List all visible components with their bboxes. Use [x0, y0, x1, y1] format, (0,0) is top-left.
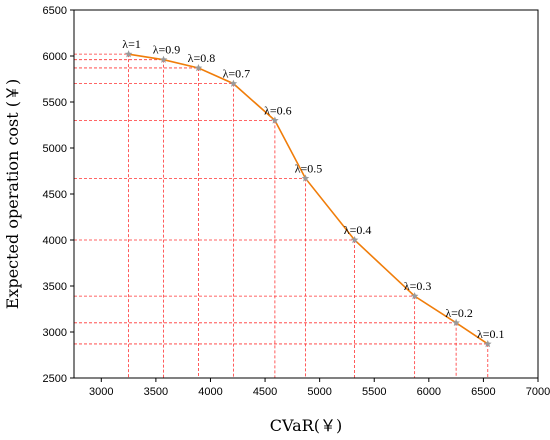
y-tick-label: 4500: [43, 189, 67, 201]
x-tick-label: 6500: [471, 386, 495, 398]
y-axis: 2500 3000 3500 4000 4500 5000 5500 6000 6500: [43, 5, 74, 385]
data-point-marker: [452, 318, 460, 327]
data-point-marker: [301, 174, 310, 182]
data-point-marker: [271, 116, 279, 124]
y-tick-label: 3000: [43, 327, 67, 339]
x-axis: 3000 3500 4000 4500 5000 5500 6000 6500 7000: [89, 378, 550, 398]
y-axis-title: Expected operation cost (￥): [3, 79, 22, 310]
series-line: [128, 53, 489, 345]
y-tick-label: 2500: [43, 373, 67, 385]
y-tick-label: 6000: [43, 51, 67, 63]
data-point-marker: [483, 339, 492, 348]
point-label: λ=0.4: [344, 223, 372, 237]
point-label: λ=0.7: [223, 67, 251, 81]
data-point-marker: [229, 79, 238, 87]
point-label: λ=0.3: [404, 279, 432, 293]
point-label: λ=0.1: [477, 327, 505, 341]
y-tick-label: 6500: [43, 5, 67, 17]
series-layer: λ=1 λ=0.9 λ=0.8 λ=0.7 λ=0.6 λ=0.5 λ=0.4 λ=0.3 λ=…: [122, 37, 505, 348]
x-tick-label: 6000: [417, 386, 441, 398]
y-tick-label: 5000: [43, 143, 67, 155]
data-point-marker: [124, 50, 133, 58]
x-tick-label: 3500: [144, 386, 168, 398]
point-label: λ=0.2: [445, 306, 473, 320]
x-tick-label: 7000: [526, 386, 550, 398]
data-point-marker: [194, 63, 203, 72]
point-label: λ=0.8: [188, 51, 216, 65]
x-tick-label: 5500: [362, 386, 386, 398]
y-tick-label: 5500: [43, 97, 67, 109]
x-axis-title: CVaR(￥): [270, 416, 342, 435]
x-tick-label: 3000: [89, 386, 113, 398]
point-label: λ=1: [122, 37, 141, 51]
point-label: λ=0.6: [264, 103, 292, 117]
data-point-marker: [159, 55, 168, 63]
y-tick-label: 4000: [43, 235, 67, 247]
x-tick-label: 5000: [307, 386, 331, 398]
guide-lines: [74, 53, 489, 378]
x-tick-label: 4500: [253, 386, 277, 398]
data-point-marker: [350, 236, 359, 244]
x-tick-label: 4000: [198, 386, 222, 398]
data-point-marker: [410, 292, 419, 300]
point-label: λ=0.5: [295, 161, 323, 175]
y-tick-label: 3500: [43, 281, 67, 293]
point-label: λ=0.9: [153, 43, 181, 57]
